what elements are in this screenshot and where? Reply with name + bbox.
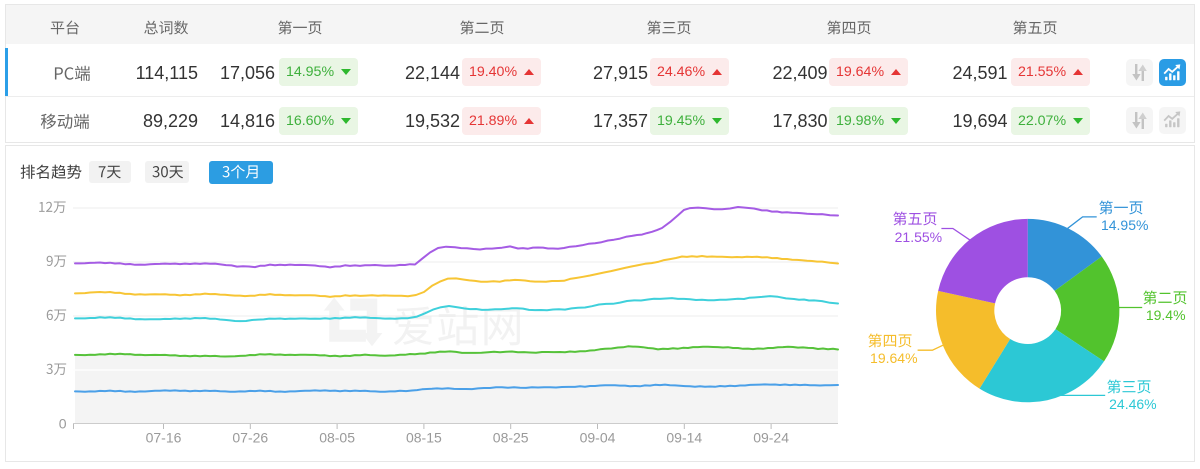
svg-text:08-05: 08-05	[319, 429, 355, 445]
svg-text:08-15: 08-15	[406, 429, 442, 445]
svg-text:09-24: 09-24	[753, 429, 789, 445]
svg-text:09-14: 09-14	[666, 429, 702, 445]
svg-text:07-26: 07-26	[232, 429, 268, 445]
svg-text:08-25: 08-25	[493, 429, 529, 445]
svg-text:09-04: 09-04	[580, 429, 616, 445]
svg-text:0: 0	[59, 415, 67, 431]
svg-text:07-16: 07-16	[146, 429, 182, 445]
